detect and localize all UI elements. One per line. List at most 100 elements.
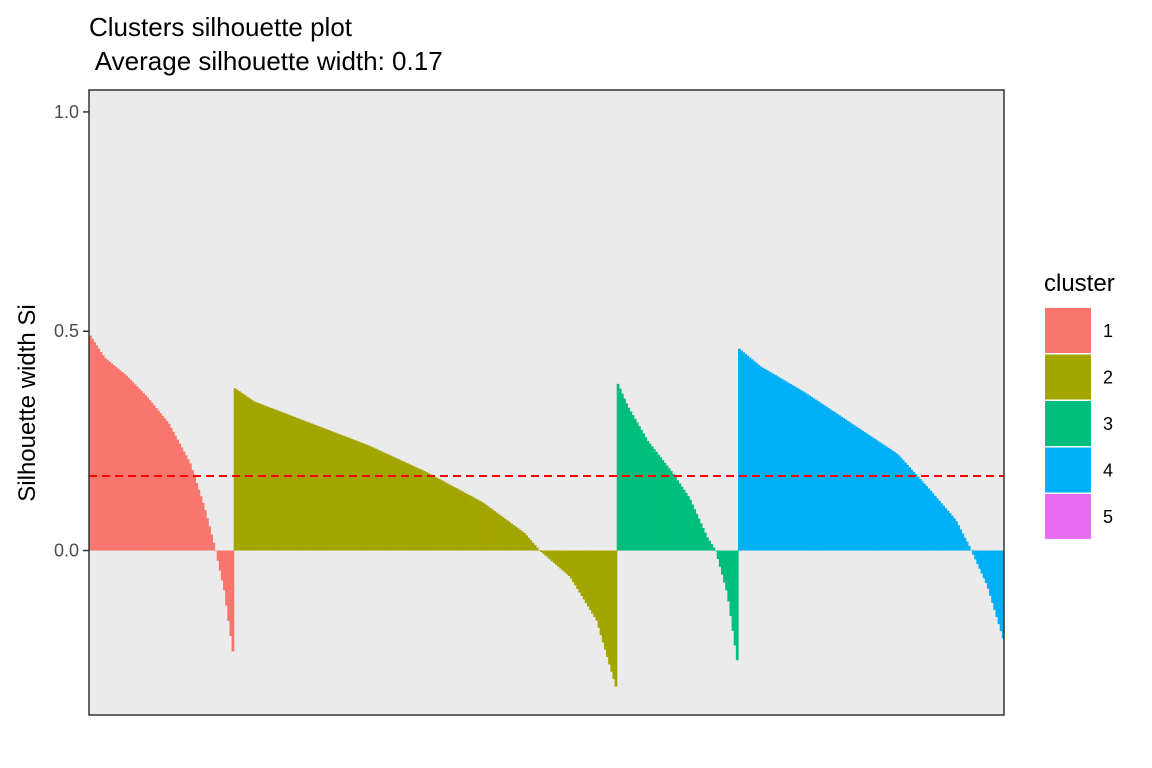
bar-cluster-2 <box>265 406 269 551</box>
bar-cluster-3 <box>731 550 735 631</box>
bar-cluster-1 <box>218 550 222 571</box>
bar-cluster-4 <box>772 373 775 551</box>
bar-cluster-1 <box>193 476 196 551</box>
bar-cluster-2 <box>335 433 339 551</box>
bar-cluster-1 <box>106 359 109 551</box>
bar-cluster-4 <box>995 550 999 618</box>
bar-cluster-2 <box>478 500 482 551</box>
bar-cluster-1 <box>152 405 156 551</box>
bar-cluster-4 <box>916 476 920 551</box>
bar-cluster-2 <box>303 421 307 551</box>
bar-cluster-1 <box>159 413 162 551</box>
bar-cluster-4 <box>986 550 990 589</box>
bar-cluster-1 <box>189 463 192 551</box>
bar-cluster-4 <box>997 550 1001 625</box>
bar-cluster-1 <box>89 335 92 551</box>
bar-cluster-2 <box>244 395 248 551</box>
bar-cluster-2 <box>361 443 365 551</box>
bar-cluster-2 <box>518 529 522 551</box>
bar-cluster-2 <box>606 550 609 658</box>
bar-cluster-4 <box>959 529 963 551</box>
bar-cluster-3 <box>652 449 656 551</box>
bar-cluster-3 <box>676 480 680 551</box>
bar-cluster-3 <box>729 550 733 617</box>
bar-cluster-2 <box>276 410 279 551</box>
bar-cluster-2 <box>240 392 243 551</box>
bar-cluster-2 <box>593 550 597 618</box>
bar-cluster-3 <box>682 489 686 551</box>
bar-cluster-1 <box>112 365 116 551</box>
bar-cluster-2 <box>342 435 345 551</box>
bar-cluster-4 <box>842 418 846 551</box>
bar-cluster-2 <box>252 401 256 551</box>
bar-cluster-4 <box>901 460 905 551</box>
bar-cluster-2 <box>465 493 469 551</box>
bar-cluster-3 <box>733 550 737 646</box>
bar-cluster-4 <box>980 550 984 574</box>
bar-cluster-4 <box>903 462 907 551</box>
bar-cluster-4 <box>765 370 769 551</box>
bar-cluster-4 <box>797 388 801 551</box>
bar-cluster-3 <box>695 513 699 551</box>
bar-cluster-2 <box>503 518 507 551</box>
bar-cluster-2 <box>480 501 484 551</box>
bar-cluster-2 <box>363 443 367 551</box>
bar-cluster-2 <box>584 550 588 604</box>
bar-cluster-1 <box>171 431 175 551</box>
bar-cluster-2 <box>399 460 403 551</box>
bar-cluster-4 <box>935 498 939 551</box>
bar-cluster-2 <box>293 416 297 551</box>
bar-cluster-4 <box>865 433 869 551</box>
bar-cluster-3 <box>667 468 671 551</box>
bar-cluster-2 <box>408 464 411 551</box>
bar-cluster-2 <box>384 453 388 551</box>
bar-cluster-2 <box>540 550 543 552</box>
bar-cluster-2 <box>295 417 299 551</box>
bar-cluster-4 <box>825 406 828 551</box>
bar-cluster-2 <box>376 449 379 551</box>
bar-cluster-1 <box>169 427 173 551</box>
bar-cluster-2 <box>506 520 509 551</box>
bar-cluster-2 <box>354 440 358 551</box>
bar-cluster-2 <box>280 412 284 551</box>
bar-cluster-2 <box>572 550 575 583</box>
bar-cluster-4 <box>889 449 892 551</box>
bar-cluster-1 <box>163 418 167 551</box>
bar-cluster-4 <box>961 533 965 551</box>
bar-cluster-4 <box>812 398 816 551</box>
bar-cluster-2 <box>263 405 267 551</box>
bar-cluster-2 <box>414 467 418 551</box>
bar-cluster-2 <box>610 550 614 672</box>
bar-cluster-4 <box>872 437 875 551</box>
bar-cluster-3 <box>714 550 718 552</box>
bar-cluster-1 <box>161 415 165 551</box>
bar-cluster-2 <box>529 540 533 551</box>
bar-cluster-4 <box>755 362 758 551</box>
bar-cluster-4 <box>844 419 848 551</box>
bar-cluster-4 <box>921 481 924 551</box>
bar-cluster-1 <box>101 355 105 551</box>
bar-cluster-3 <box>627 407 631 551</box>
bar-cluster-1 <box>93 342 96 551</box>
bar-cluster-1 <box>225 550 228 606</box>
bar-cluster-1 <box>97 348 101 551</box>
legend-key-3 <box>1045 401 1091 446</box>
bar-cluster-2 <box>510 523 514 551</box>
bar-cluster-3 <box>689 499 692 551</box>
bar-cluster-2 <box>603 550 607 650</box>
bar-cluster-4 <box>999 550 1003 632</box>
bar-cluster-2 <box>495 512 499 551</box>
bar-cluster-4 <box>918 479 922 551</box>
bar-cluster-2 <box>444 482 448 551</box>
bar-cluster-4 <box>863 432 867 551</box>
bar-cluster-3 <box>703 532 707 551</box>
bar-cluster-2 <box>352 439 356 551</box>
bar-cluster-3 <box>631 415 635 551</box>
bar-cluster-4 <box>882 444 886 551</box>
bar-cluster-2 <box>248 398 252 551</box>
bar-cluster-2 <box>333 432 337 551</box>
bar-cluster-2 <box>559 550 562 569</box>
bar-cluster-2 <box>380 451 384 551</box>
bar-cluster-4 <box>897 455 901 551</box>
bar-cluster-2 <box>237 391 241 551</box>
